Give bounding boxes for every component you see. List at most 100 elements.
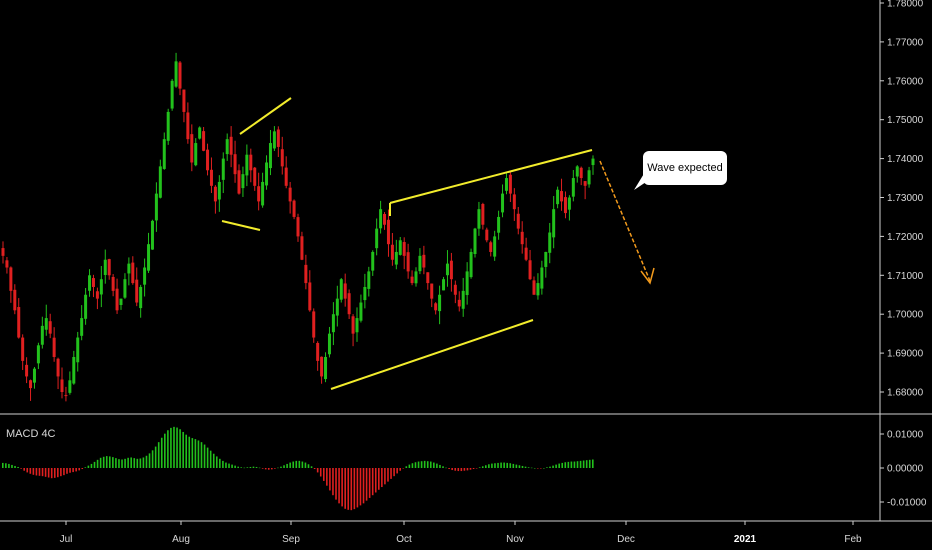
candle-body <box>327 333 331 355</box>
candle-body <box>347 293 351 315</box>
candle-body <box>249 154 253 171</box>
candle-body <box>158 166 162 198</box>
candle-body <box>426 272 430 284</box>
candle-body <box>115 288 119 311</box>
candle-body <box>178 62 182 89</box>
candle-body <box>367 271 371 289</box>
candle-body <box>363 286 367 301</box>
candle-body <box>91 278 95 287</box>
candle-body <box>245 154 249 176</box>
candle-body <box>461 290 465 309</box>
macd-bar <box>368 468 371 498</box>
macd-bar <box>329 468 331 491</box>
macd-bar <box>497 462 499 468</box>
macd-bar <box>121 459 123 468</box>
macd-tick-label: -0.01000 <box>887 498 927 509</box>
macd-bar <box>588 459 591 468</box>
candle-body <box>296 217 300 237</box>
macd-bar <box>436 463 438 468</box>
trendline-flag-top <box>239 97 292 135</box>
macd-bar <box>185 434 188 468</box>
macd-bar <box>261 468 264 469</box>
annotation-text: Wave expected <box>647 162 723 174</box>
candle-body <box>320 356 324 377</box>
candle-body <box>402 242 406 256</box>
macd-bar <box>316 468 319 473</box>
candle-body <box>481 203 485 225</box>
candle-body <box>174 61 178 87</box>
macd-bar <box>38 468 41 476</box>
candle-body <box>508 174 512 194</box>
macd-bar <box>561 462 564 468</box>
macd-bar <box>295 460 298 468</box>
macd-bar <box>546 467 548 468</box>
candle-body <box>536 283 540 296</box>
candle-body <box>119 298 123 305</box>
candle-body <box>516 213 520 229</box>
y-tick-label: 1.75000 <box>887 115 924 126</box>
macd-bar <box>35 468 38 476</box>
candle-body <box>343 283 347 299</box>
candle-body <box>544 251 548 267</box>
macd-bar <box>206 447 209 468</box>
macd-bar <box>466 468 469 471</box>
candle-body <box>9 267 13 291</box>
macd-bar <box>579 460 582 468</box>
macd-bar <box>14 465 16 468</box>
candle-body <box>166 111 170 141</box>
candle-body <box>355 318 359 333</box>
candle-body <box>308 282 312 311</box>
macd-bar <box>439 464 441 468</box>
macd-bar <box>188 436 191 468</box>
macd-tick-label: 0.01000 <box>887 430 924 441</box>
macd-bar <box>304 462 307 468</box>
macd-bar <box>164 433 166 468</box>
candle-body <box>504 178 508 191</box>
candle-body <box>339 279 343 300</box>
candle-body <box>111 276 115 291</box>
macd-bar <box>326 468 328 486</box>
candle-body <box>131 262 135 284</box>
candle-body <box>139 286 143 309</box>
y-tick-label: 1.68000 <box>887 388 924 399</box>
candle-body <box>186 112 190 140</box>
macd-bar <box>179 429 181 468</box>
candle-body <box>229 136 233 155</box>
macd-bar <box>485 465 487 468</box>
macd-bar <box>78 468 81 471</box>
macd-bar <box>283 465 285 468</box>
macd-tick-label: 0.00000 <box>887 464 924 475</box>
macd-bar <box>130 457 132 468</box>
candle-body <box>268 143 272 169</box>
candle-body <box>442 279 446 291</box>
candle-body <box>453 284 457 295</box>
macd-bar <box>585 460 588 468</box>
macd-bar <box>460 468 463 472</box>
macd-bar <box>478 467 481 468</box>
candle-body <box>261 181 265 206</box>
macd-bar <box>365 468 368 501</box>
macd-bar <box>271 468 273 470</box>
macd-bar <box>371 468 374 496</box>
macd-bar <box>341 468 343 507</box>
trendline-flag-bottom <box>221 220 261 231</box>
candle-body <box>359 302 363 321</box>
trendline-channel-bottom <box>330 319 534 390</box>
macd-bar <box>72 468 74 473</box>
candle-body <box>375 228 379 249</box>
macd-bar <box>420 461 423 468</box>
candle-body <box>386 219 390 245</box>
macd-bar <box>277 467 279 469</box>
candle-body <box>556 189 560 205</box>
macd-bar <box>212 453 215 468</box>
macd-bar <box>393 468 395 477</box>
macd-bar <box>219 458 221 468</box>
candle-body <box>501 193 505 213</box>
macd-bar <box>396 468 398 474</box>
macd-bar <box>157 442 160 468</box>
candle-body <box>127 263 131 274</box>
macd-bar <box>249 466 252 468</box>
macd-bar <box>237 466 239 468</box>
candle-body <box>304 264 308 284</box>
macd-bar <box>582 460 585 468</box>
